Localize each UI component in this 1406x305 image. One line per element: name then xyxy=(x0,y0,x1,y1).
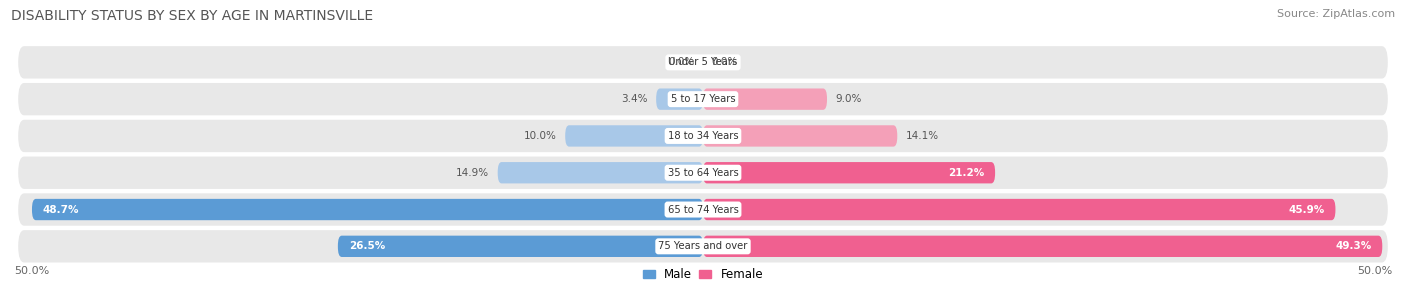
Text: Under 5 Years: Under 5 Years xyxy=(668,57,738,67)
Text: 75 Years and over: 75 Years and over xyxy=(658,241,748,251)
Text: 5 to 17 Years: 5 to 17 Years xyxy=(671,94,735,104)
Text: 9.0%: 9.0% xyxy=(835,94,862,104)
Text: Source: ZipAtlas.com: Source: ZipAtlas.com xyxy=(1277,9,1395,19)
Text: 0.0%: 0.0% xyxy=(711,57,738,67)
Text: 45.9%: 45.9% xyxy=(1288,205,1324,214)
Text: 18 to 34 Years: 18 to 34 Years xyxy=(668,131,738,141)
Text: 14.9%: 14.9% xyxy=(457,168,489,178)
FancyBboxPatch shape xyxy=(18,156,1388,189)
FancyBboxPatch shape xyxy=(18,193,1388,226)
Text: 50.0%: 50.0% xyxy=(14,266,49,276)
FancyBboxPatch shape xyxy=(32,199,703,220)
Text: DISABILITY STATUS BY SEX BY AGE IN MARTINSVILLE: DISABILITY STATUS BY SEX BY AGE IN MARTI… xyxy=(11,9,374,23)
FancyBboxPatch shape xyxy=(703,162,995,183)
Text: 26.5%: 26.5% xyxy=(349,241,385,251)
Text: 10.0%: 10.0% xyxy=(524,131,557,141)
Legend: Male, Female: Male, Female xyxy=(643,268,763,281)
FancyBboxPatch shape xyxy=(18,46,1388,79)
FancyBboxPatch shape xyxy=(337,236,703,257)
FancyBboxPatch shape xyxy=(703,125,897,147)
FancyBboxPatch shape xyxy=(18,230,1388,263)
FancyBboxPatch shape xyxy=(703,199,1336,220)
Text: 21.2%: 21.2% xyxy=(948,168,984,178)
FancyBboxPatch shape xyxy=(18,120,1388,152)
Text: 35 to 64 Years: 35 to 64 Years xyxy=(668,168,738,178)
FancyBboxPatch shape xyxy=(498,162,703,183)
Text: 3.4%: 3.4% xyxy=(621,94,648,104)
FancyBboxPatch shape xyxy=(657,88,703,110)
FancyBboxPatch shape xyxy=(18,83,1388,115)
Text: 65 to 74 Years: 65 to 74 Years xyxy=(668,205,738,214)
Text: 49.3%: 49.3% xyxy=(1336,241,1371,251)
FancyBboxPatch shape xyxy=(703,236,1382,257)
Text: 50.0%: 50.0% xyxy=(1357,266,1392,276)
Text: 48.7%: 48.7% xyxy=(44,205,80,214)
Text: 14.1%: 14.1% xyxy=(905,131,939,141)
Text: 0.0%: 0.0% xyxy=(668,57,695,67)
FancyBboxPatch shape xyxy=(565,125,703,147)
FancyBboxPatch shape xyxy=(703,88,827,110)
